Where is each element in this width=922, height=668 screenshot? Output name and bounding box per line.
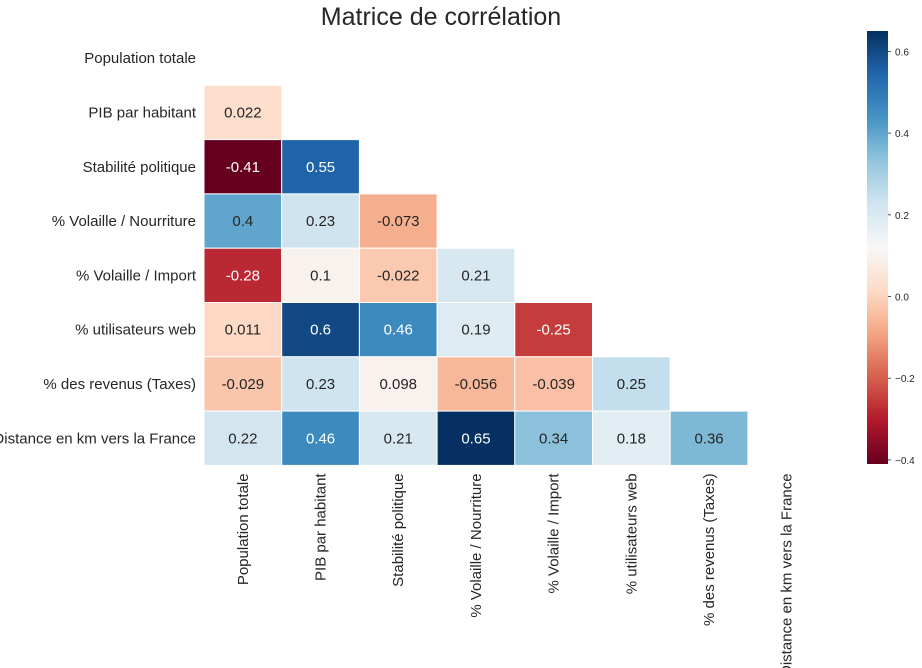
x-tick-label: % Volaille / Nourriture — [468, 473, 485, 617]
cell-value-label: 0.22 — [228, 430, 257, 447]
colorbar-tick-label: −0.4 — [895, 456, 915, 467]
x-axis-tick-labels: Population totale PIB par habitant Stabili… — [235, 473, 796, 668]
y-tick-label: % Volaille / Import — [76, 267, 197, 284]
cell-value-label: 0.6 — [310, 322, 331, 339]
cell-value-label: -0.41 — [226, 159, 260, 176]
heatmap-cell — [436, 410, 516, 466]
heatmap-cell — [203, 84, 283, 141]
y-tick-label: % des revenus (Taxes) — [43, 376, 196, 393]
heatmap-cell — [281, 410, 360, 466]
y-axis-tick-labels: Population totale PIB par habitant Stabili… — [0, 50, 197, 447]
cell-value-label: -0.039 — [532, 376, 575, 393]
heatmap-cell — [203, 410, 283, 466]
heatmap-cell — [281, 247, 360, 303]
x-tick-label: % des revenus (Taxes) — [701, 473, 718, 626]
x-tick-label: % Volaille / Import — [546, 473, 563, 594]
colorbar-tick-label: 0.0 — [895, 293, 909, 304]
heatmap-cell — [514, 356, 593, 412]
colorbar-gradient — [867, 31, 888, 464]
heatmap-cell-labels: 0.022 -0.41 0.55 0.4 0.23 -0.073 -0.28 0.1 -0.02… — [222, 104, 724, 447]
heatmap-cell — [592, 356, 671, 412]
chart-title: Matrice de corrélation — [321, 3, 561, 31]
heatmap-cell — [203, 356, 283, 412]
cell-value-label: 0.011 — [225, 322, 261, 339]
cell-value-label: -0.022 — [377, 267, 420, 284]
cell-value-label: 0.55 — [306, 159, 335, 176]
x-tick-label: Distance en km vers la France — [779, 473, 796, 668]
cell-value-label: 0.022 — [224, 104, 262, 121]
cell-value-label: 0.46 — [306, 430, 335, 447]
cell-value-label: 0.4 — [232, 213, 253, 230]
y-tick-label: Population totale — [84, 50, 196, 67]
colorbar-tick-label: −0.2 — [895, 374, 915, 385]
cell-value-label: 0.1 — [310, 267, 331, 284]
x-tick-label: % utilisateurs web — [623, 473, 640, 594]
cell-value-label: 0.23 — [306, 213, 335, 230]
colorbar-tick-label: 0.2 — [895, 211, 909, 222]
y-tick-label: Distance en km vers la France — [0, 430, 196, 447]
x-tick-label: PIB par habitant — [313, 473, 330, 581]
heatmap-cell — [203, 139, 283, 195]
cell-value-label: 0.46 — [384, 322, 413, 339]
cell-value-label: 0.098 — [379, 376, 417, 393]
heatmap-cell — [281, 302, 360, 358]
heatmap-cell — [436, 356, 516, 412]
heatmap-cells — [203, 84, 749, 466]
heatmap-cell — [281, 356, 360, 412]
cell-value-label: -0.029 — [222, 376, 265, 393]
heatmap-cell — [436, 302, 516, 358]
x-tick-label: Stabilité politique — [390, 473, 407, 586]
heatmap-cell — [436, 247, 516, 303]
heatmap-cell — [281, 139, 360, 195]
cell-value-label: -0.25 — [537, 322, 571, 339]
heatmap-cell — [358, 193, 438, 249]
cell-value-label: 0.18 — [617, 430, 646, 447]
heatmap-cell — [203, 193, 283, 249]
cell-value-label: 0.19 — [461, 322, 490, 339]
y-tick-label: % Volaille / Nourriture — [52, 213, 196, 230]
colorbar: −0.4 −0.2 0.0 0.2 0.4 0.6 — [867, 31, 915, 467]
y-tick-label: Stabilité politique — [83, 159, 196, 176]
cell-value-label: -0.073 — [377, 213, 420, 230]
cell-value-label: 0.65 — [461, 430, 490, 447]
y-tick-label: PIB par habitant — [88, 104, 196, 121]
colorbar-tick-label: 0.4 — [895, 129, 909, 140]
heatmap-cell — [592, 410, 671, 466]
cell-value-label: 0.36 — [694, 430, 723, 447]
y-tick-label: % utilisateurs web — [75, 322, 196, 339]
colorbar-tick-label: 0.6 — [895, 47, 909, 58]
cell-value-label: 0.21 — [384, 430, 413, 447]
heatmap-cell — [669, 410, 749, 466]
cell-value-label: -0.28 — [226, 267, 260, 284]
cell-value-label: 0.34 — [539, 430, 568, 447]
heatmap-cell — [358, 356, 438, 412]
cell-value-label: 0.23 — [306, 376, 335, 393]
cell-value-label: -0.056 — [455, 376, 498, 393]
cell-value-label: 0.25 — [617, 376, 646, 393]
cell-value-label: 0.21 — [461, 267, 490, 284]
x-tick-label: Population totale — [235, 473, 252, 585]
